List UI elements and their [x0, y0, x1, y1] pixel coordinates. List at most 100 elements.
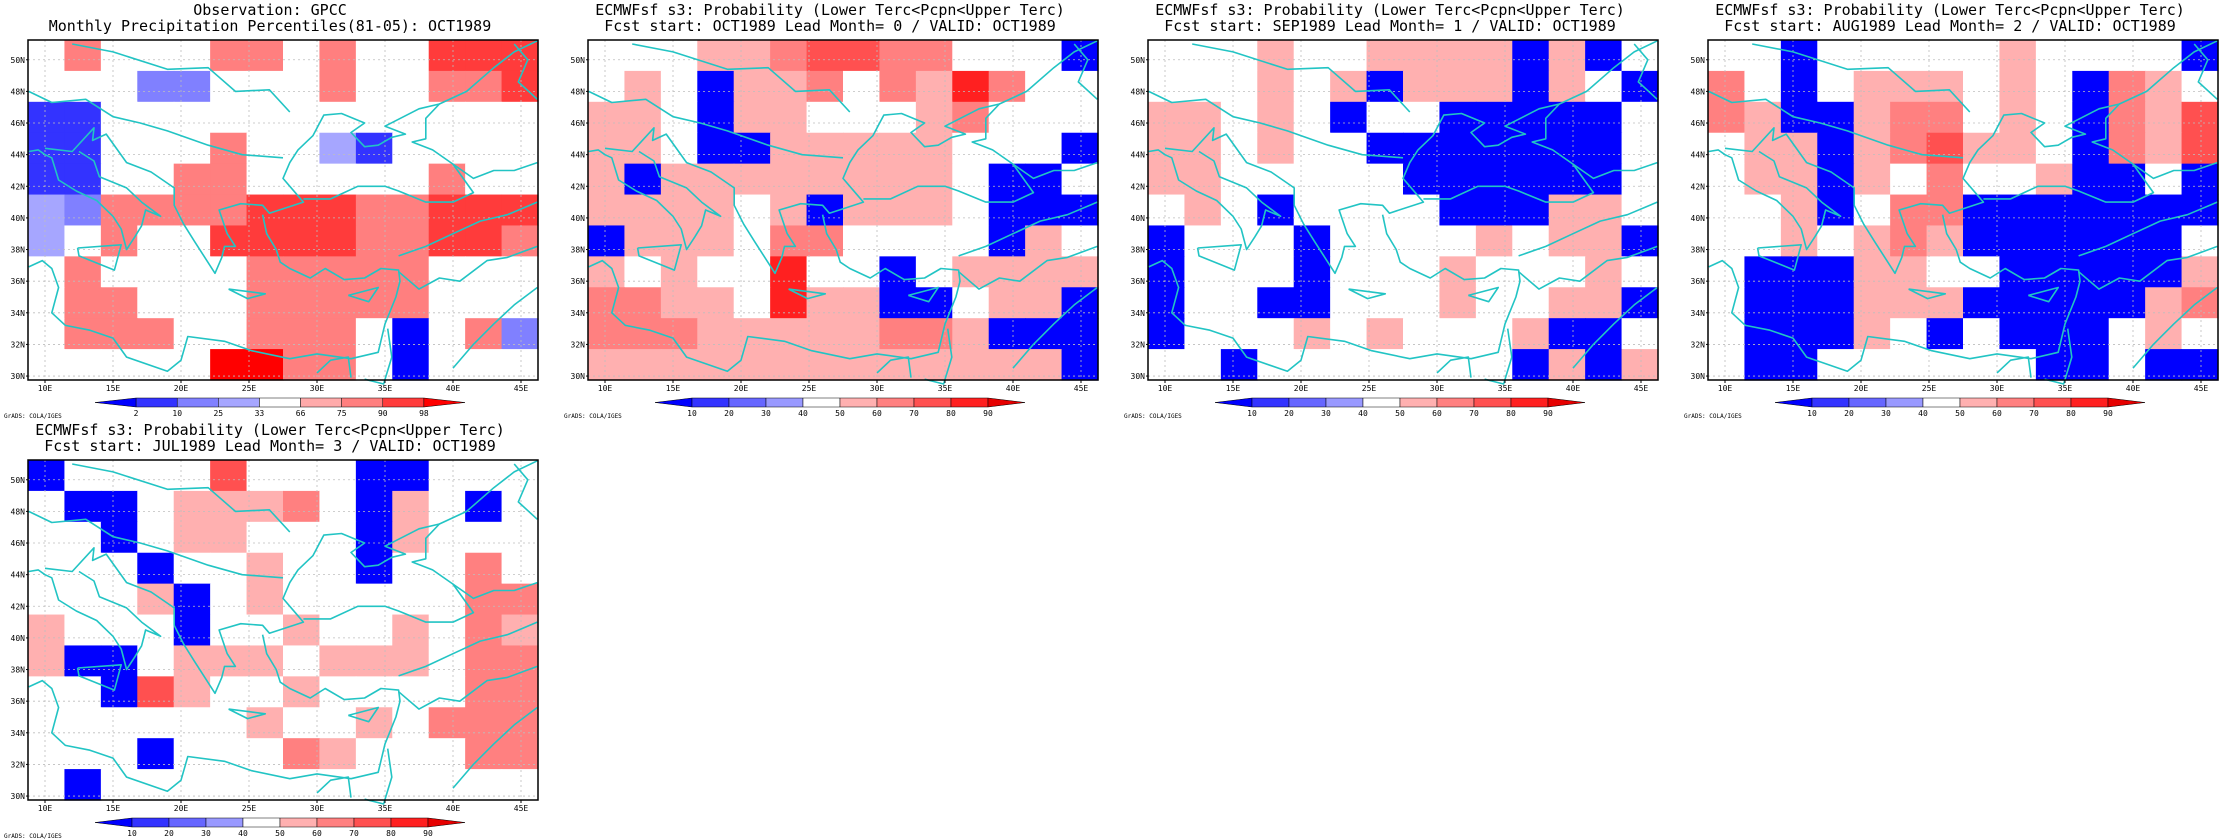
grid-cell [1475, 101, 1513, 134]
grid-cell [465, 132, 503, 165]
colorbar-swatch [205, 817, 244, 828]
grid-cell [173, 738, 211, 770]
colorbar-label: 33 [255, 409, 265, 418]
lat-label: 48N [1131, 87, 1146, 96]
grid-cell [173, 707, 211, 739]
grid-cell [465, 645, 503, 677]
grid-cell [1744, 225, 1782, 257]
colorbar-swatch [950, 397, 989, 408]
grid-cell [733, 194, 771, 227]
grid-cell [1548, 101, 1586, 134]
lon-label: 45E [1074, 384, 1089, 393]
grid-cell [173, 318, 211, 350]
lon-label: 20E [174, 804, 189, 813]
grads-credit: GrADS: COLA/IGES [4, 413, 62, 420]
lat-label: 36N [1131, 277, 1146, 286]
grid-cell [1025, 225, 1063, 257]
grid-cell [1475, 318, 1513, 350]
grid-cell [806, 101, 844, 134]
grid-cell [246, 349, 284, 381]
grid-cell [2072, 349, 2110, 381]
grid-cell [1890, 40, 1928, 72]
colorbar-label: 20 [1284, 409, 1294, 418]
grid-cell [283, 583, 321, 616]
lon-label: 40E [446, 384, 461, 393]
colorbar-swatch [242, 817, 281, 828]
grid-cell [137, 490, 175, 523]
grid-cell [1548, 40, 1586, 72]
colorbar-label: 50 [1955, 409, 1965, 418]
colorbar-swatch [341, 397, 384, 408]
lat-label: 44N [1131, 151, 1146, 160]
colorbar-swatch [728, 397, 767, 408]
grid-cell [173, 163, 211, 196]
grid-cell [100, 738, 138, 770]
grid-cell [210, 645, 248, 677]
grid-cell [355, 614, 393, 647]
grid-cell [2108, 349, 2146, 381]
colorbar-label: 70 [1469, 409, 1479, 418]
grid-cell [1585, 194, 1623, 227]
grid-cell [64, 349, 102, 381]
map-svg: ECMWFsf s3: Probability (Lower Terc<Pcpn… [4, 421, 539, 840]
colorbar-label: 80 [2066, 409, 2076, 418]
grid-cell [28, 490, 66, 523]
grid-cell [1963, 163, 2001, 196]
lat-label: 34N [571, 309, 586, 318]
grid-cell [392, 583, 430, 616]
grid-cell [2181, 194, 2219, 227]
lat-label: 50N [1131, 56, 1146, 65]
precip-cells [28, 460, 539, 801]
grid-cell [1366, 101, 1404, 134]
grid-cell [1548, 256, 1586, 288]
grid-cell [100, 552, 138, 585]
grid-cell [1999, 70, 2037, 103]
grid-cell [246, 318, 284, 350]
grid-cell [173, 256, 211, 288]
lat-label: 40N [11, 634, 26, 643]
coastline [28, 40, 538, 385]
grid-cell [100, 40, 138, 72]
colorbar-swatch [259, 397, 301, 408]
grid-cell [246, 490, 284, 523]
grid-cell [1293, 163, 1331, 196]
grid-cell [1780, 256, 1818, 288]
grid-cell [319, 40, 357, 72]
grid-cell [1330, 349, 1368, 381]
grid-cell [465, 552, 503, 585]
grid-cell [319, 194, 357, 227]
grid-cell [2145, 163, 2183, 196]
lat-label: 46N [571, 119, 586, 128]
grid-cell [1257, 40, 1295, 72]
grid-cell [1621, 194, 1659, 227]
lat-label: 46N [1691, 119, 1706, 128]
grid-cell [1475, 225, 1513, 257]
lon-label: 45E [514, 804, 529, 813]
grid-cell [988, 101, 1026, 134]
grid-cell [1184, 40, 1222, 72]
grid-cell [1585, 349, 1623, 381]
grid-cell [988, 40, 1026, 72]
grid-cell [210, 490, 248, 523]
grid-cell [915, 101, 953, 134]
grid-cell [624, 225, 662, 257]
grid-cell [465, 163, 503, 196]
colorbar-label: 10 [687, 409, 697, 418]
grid-cell [28, 101, 66, 134]
grid-cell [1890, 287, 1928, 319]
colorbar-label: 40 [798, 409, 808, 418]
grid-cell [733, 132, 771, 165]
grid-cell [1366, 40, 1404, 72]
grid-cell [733, 40, 771, 72]
grid-cell [1330, 101, 1368, 134]
grid-cell [1890, 101, 1928, 134]
grid-cell [28, 460, 66, 492]
grid-cell [501, 132, 539, 165]
grid-cell [1148, 70, 1186, 103]
colorbar-label: 10 [1247, 409, 1257, 418]
grads-credit: GrADS: COLA/IGES [1684, 413, 1742, 420]
grid-cell [1890, 194, 1928, 227]
panel-subtitle: Monthly Precipitation Percentiles(81-05)… [49, 17, 492, 35]
grid-cell [1439, 287, 1477, 319]
grid-cell [1999, 194, 2037, 227]
